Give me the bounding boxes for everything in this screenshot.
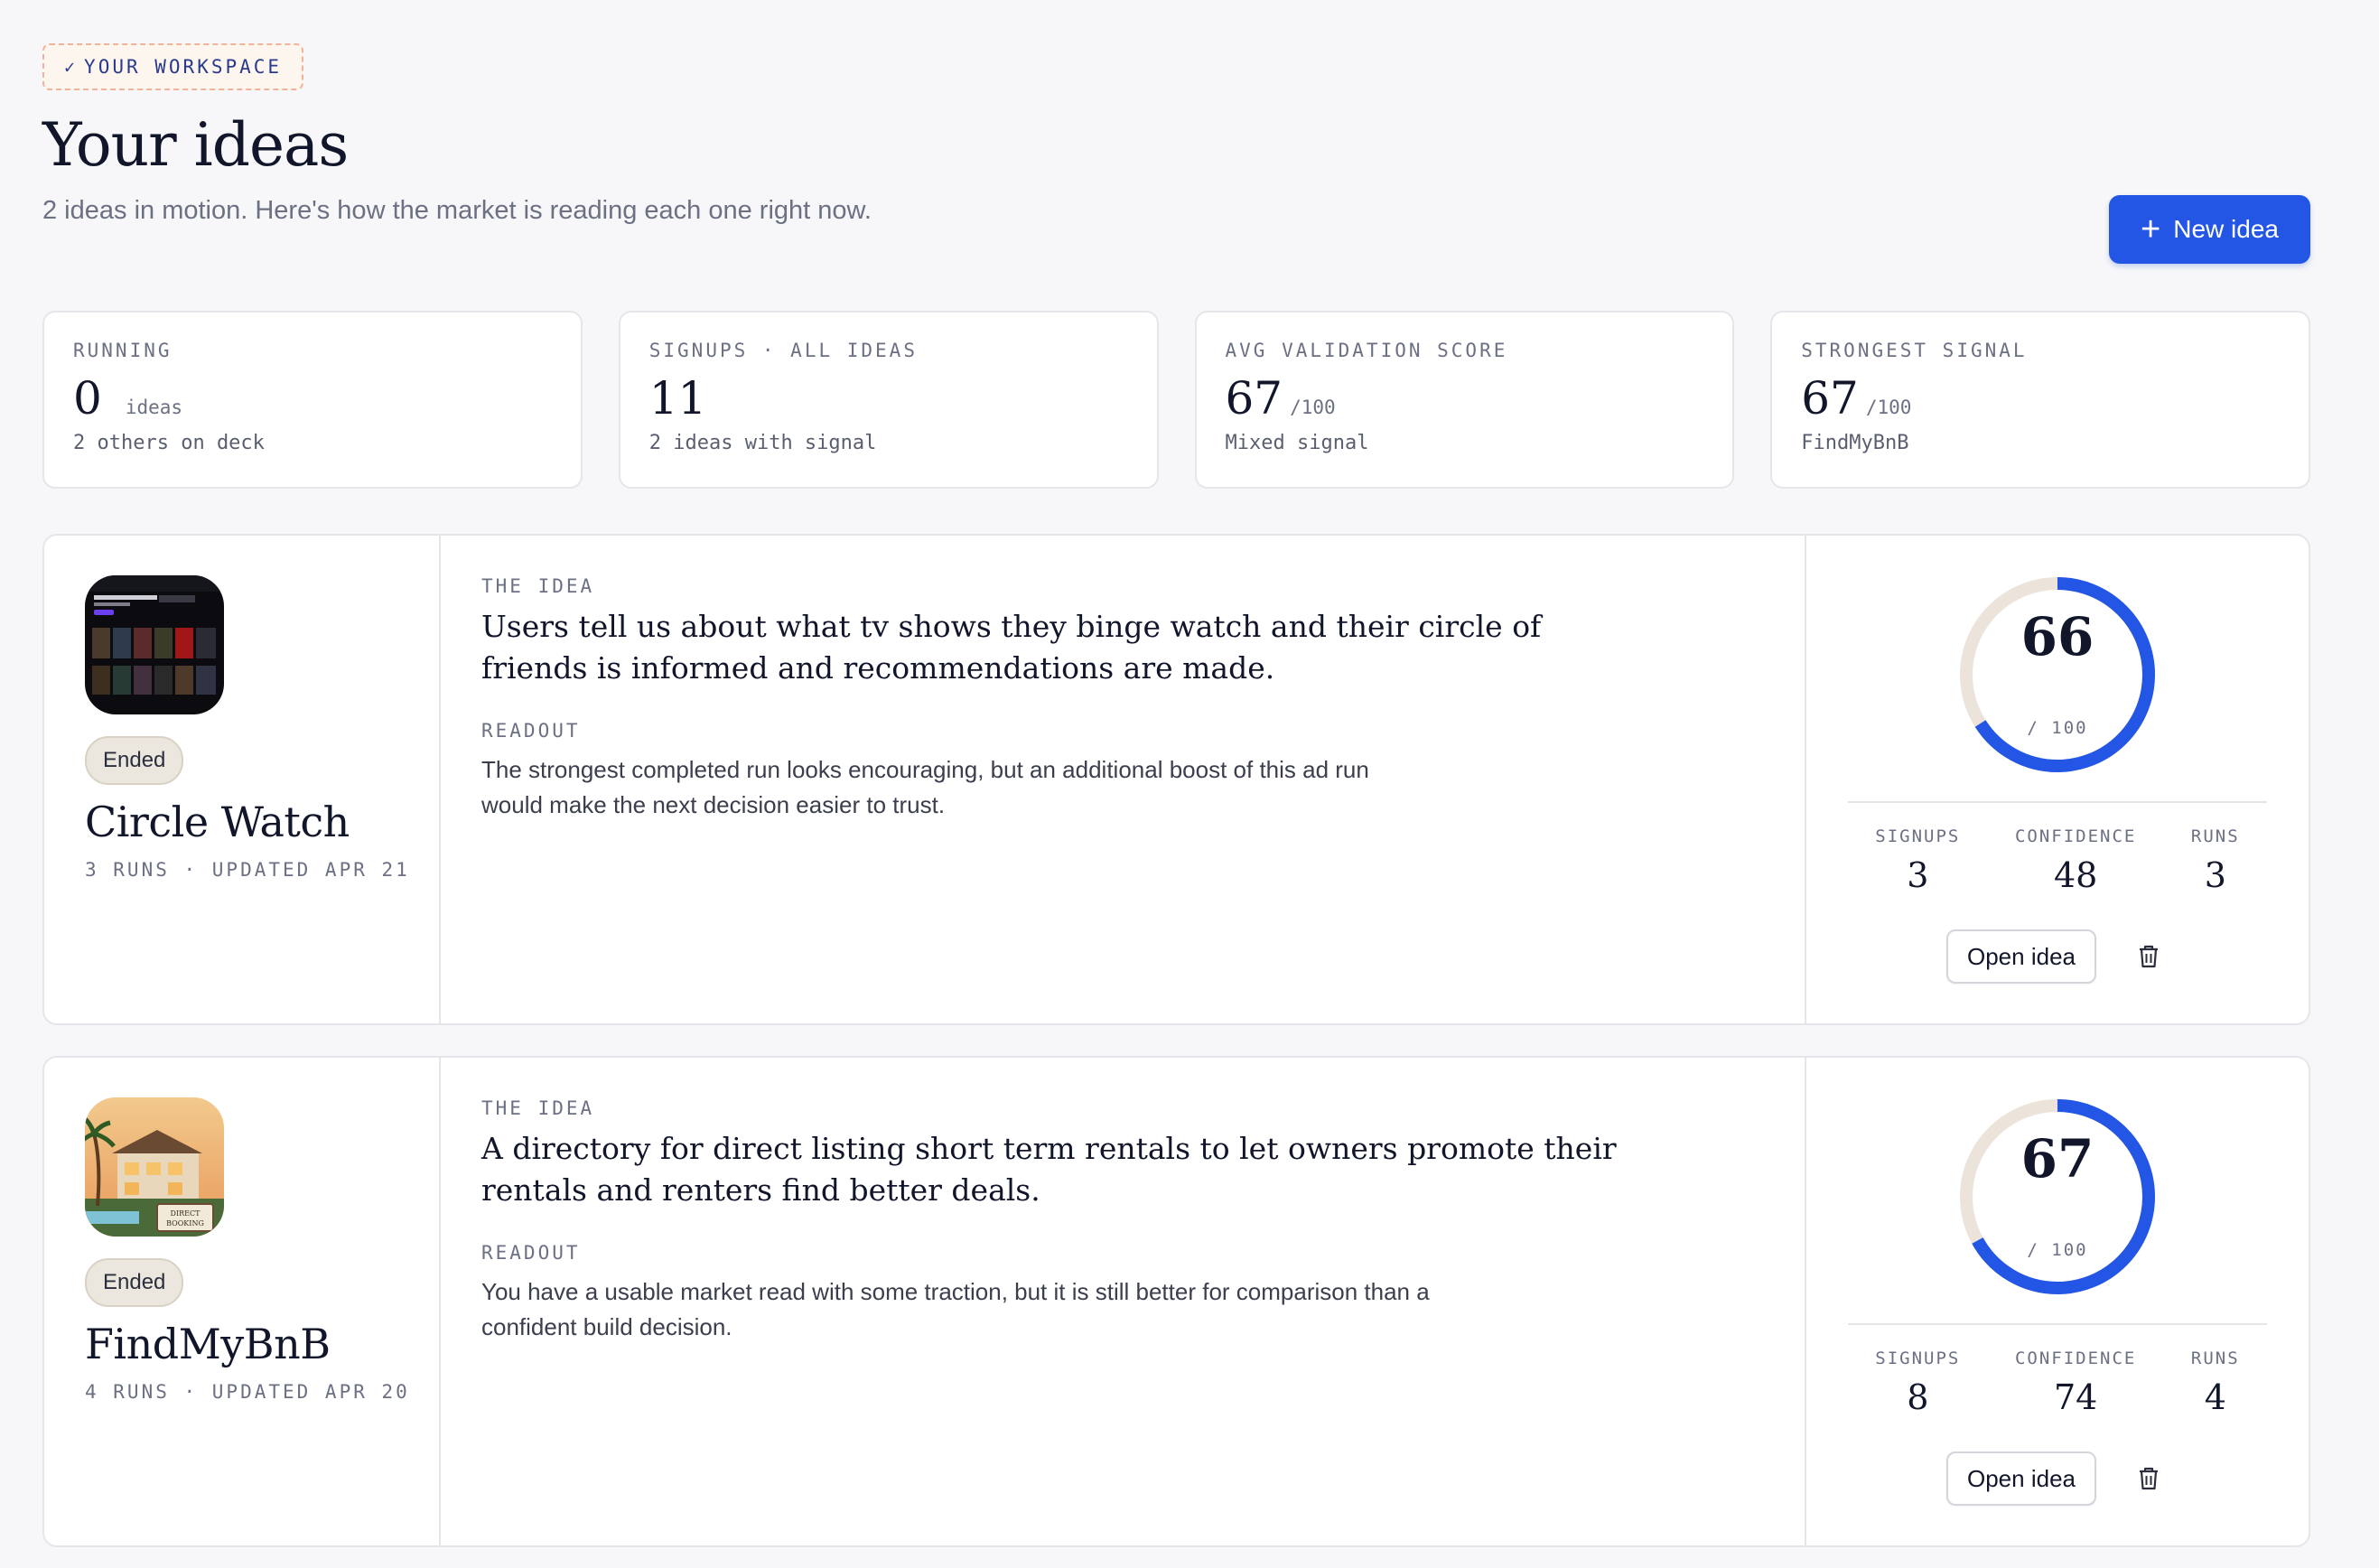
- stat-label: STRONGEST SIGNAL: [1801, 340, 2028, 361]
- metric-value: 3: [1907, 855, 1929, 895]
- plus-icon: +: [2141, 210, 2161, 248]
- score-value: 67: [2020, 1128, 2094, 1190]
- metric-value: 3: [2204, 855, 2226, 895]
- open-idea-button[interactable]: Open idea: [1946, 1451, 2096, 1506]
- stat-unit: /100: [1865, 397, 1912, 418]
- readout-text: You have a usable market read with some …: [481, 1278, 1430, 1340]
- metric-label: CONFIDENCE: [2014, 826, 2137, 846]
- workspace-badge: ✓ YOUR WORKSPACE: [42, 43, 304, 90]
- svg-text:BOOKING: BOOKING: [166, 1219, 204, 1227]
- trash-icon[interactable]: [2129, 937, 2169, 976]
- stat-label: RUNNING: [73, 340, 173, 361]
- metric-value: 74: [2053, 1377, 2098, 1417]
- score-value: 66: [2020, 606, 2094, 667]
- idea-thumbnail: [85, 575, 224, 714]
- stat-sub: 2 ideas with signal: [648, 432, 877, 454]
- stat-sub: Mixed signal: [1225, 432, 1369, 454]
- stat-strongest-signal: STRONGEST SIGNAL 67 /100 FindMyBnB: [1770, 311, 2310, 489]
- stat-value: 67: [1225, 372, 1283, 425]
- metric-confidence: CONFIDENCE 74: [2015, 1349, 2136, 1417]
- new-idea-label: New idea: [2173, 215, 2279, 243]
- readout-text: The strongest completed run looks encour…: [481, 756, 1369, 818]
- idea-name: FindMyBnB: [85, 1320, 331, 1368]
- stat-unit: /100: [1290, 397, 1336, 418]
- metric-runs: RUNS 4: [2191, 1349, 2240, 1417]
- stats-row: RUNNING 0 ideas 2 others on deck SIGNUPS…: [42, 311, 2310, 489]
- idea-meta: 4 RUNS · UPDATED APR 20: [85, 1381, 410, 1403]
- status-badge: Ended: [85, 736, 184, 785]
- the-idea-label: THE IDEA: [481, 575, 595, 597]
- stat-value: 0: [73, 372, 102, 425]
- metric-runs: RUNS 3: [2191, 826, 2240, 895]
- metric-label: CONFIDENCE: [2014, 1349, 2137, 1368]
- score-ring: 66 / 100: [1956, 574, 2159, 776]
- idea-thumbnail: DIRECT BOOKING: [85, 1097, 224, 1237]
- score-arc: [1960, 577, 2155, 772]
- svg-text:DIRECT: DIRECT: [171, 1209, 201, 1218]
- idea-description: A directory for direct listing short ter…: [481, 1131, 1617, 1208]
- metric-label: RUNS: [2190, 1349, 2240, 1368]
- metric-confidence: CONFIDENCE 48: [2015, 826, 2136, 895]
- stat-value: 11: [648, 372, 707, 425]
- readout-label: READOUT: [481, 1242, 581, 1264]
- idea-name: Circle Watch: [85, 798, 350, 846]
- score-ring: 67 / 100: [1956, 1096, 2159, 1298]
- stat-label: AVG VALIDATION SCORE: [1225, 340, 1508, 361]
- metric-label: SIGNUPS: [1875, 826, 1961, 846]
- metric-label: RUNS: [2190, 826, 2240, 846]
- idea-description: Users tell us about what tv shows they b…: [481, 609, 1542, 686]
- idea-card[interactable]: DIRECT BOOKING Ended FindMyBnB 4 RUNS · …: [42, 1056, 2310, 1547]
- metric-value: 4: [2204, 1377, 2226, 1417]
- the-idea-label: THE IDEA: [481, 1097, 595, 1119]
- score-of: / 100: [2027, 718, 2088, 738]
- metric-signups: SIGNUPS 8: [1875, 1349, 1960, 1417]
- trash-icon[interactable]: [2129, 1459, 2169, 1498]
- metric-label: SIGNUPS: [1875, 1349, 1961, 1368]
- workspace-badge-label: YOUR WORKSPACE: [84, 56, 283, 78]
- status-badge: Ended: [85, 1258, 184, 1307]
- readout-label: READOUT: [481, 720, 581, 742]
- open-idea-button[interactable]: Open idea: [1946, 929, 2096, 984]
- stat-signups: SIGNUPS · ALL IDEAS 11 2 ideas with sign…: [618, 311, 1159, 489]
- score-arc: [1960, 1099, 2155, 1294]
- new-idea-button[interactable]: + New idea: [2109, 195, 2310, 264]
- stat-sub: FindMyBnB: [1801, 432, 1909, 454]
- page-subtitle: 2 ideas in motion. Here's how the market…: [42, 196, 872, 225]
- score-of: / 100: [2027, 1240, 2088, 1260]
- stat-sub: 2 others on deck: [73, 432, 265, 454]
- idea-card[interactable]: Ended Circle Watch 3 RUNS · UPDATED APR …: [42, 534, 2310, 1025]
- stat-unit: ideas: [125, 397, 183, 418]
- stat-avg-score: AVG VALIDATION SCORE 67 /100 Mixed signa…: [1194, 311, 1735, 489]
- metric-signups: SIGNUPS 3: [1875, 826, 1960, 895]
- stat-value: 67: [1801, 372, 1859, 425]
- check-icon: ✓: [64, 56, 76, 78]
- stat-label: SIGNUPS · ALL IDEAS: [648, 340, 918, 361]
- divider: [1848, 1323, 2267, 1325]
- metric-value: 8: [1907, 1377, 1929, 1417]
- idea-meta: 3 RUNS · UPDATED APR 21: [85, 859, 410, 881]
- page-title: Your ideas: [42, 110, 349, 180]
- divider: [1848, 801, 2267, 803]
- stat-running: RUNNING 0 ideas 2 others on deck: [42, 311, 583, 489]
- metric-value: 48: [2053, 855, 2098, 895]
